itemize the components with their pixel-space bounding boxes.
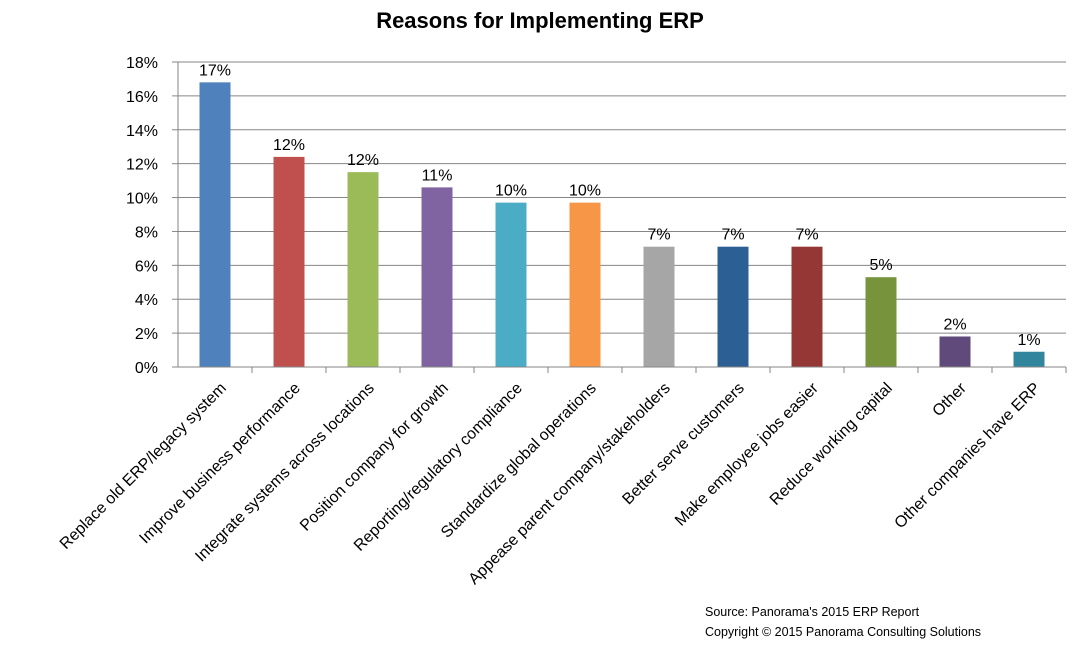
category-label: Make employee jobs easier	[672, 379, 822, 529]
category-label: Reduce working capital	[767, 380, 896, 509]
axes	[172, 61, 1067, 373]
category-label: Other companies have ERP	[892, 380, 1044, 532]
chart-title: Reasons for Implementing ERP	[376, 8, 704, 33]
bar	[865, 277, 897, 367]
data-label: 1%	[1017, 332, 1040, 349]
y-tick-label: 18%	[126, 55, 158, 72]
data-label: 12%	[347, 152, 379, 169]
bar	[791, 246, 823, 367]
category-label: Other	[930, 379, 971, 420]
category-label: Improve business performance	[136, 380, 303, 547]
bar	[569, 202, 601, 367]
bar	[643, 246, 675, 367]
data-label: 7%	[795, 227, 818, 244]
y-tick-label: 10%	[126, 191, 158, 208]
category-label: Better serve customers	[619, 380, 747, 508]
data-label: 2%	[943, 317, 966, 334]
bar	[347, 172, 379, 367]
y-tick-label: 0%	[135, 360, 158, 377]
bar	[1013, 351, 1045, 367]
bar	[421, 187, 453, 367]
category-label: Replace old ERP/legacy system	[57, 380, 230, 553]
bar	[273, 156, 305, 367]
y-tick-label: 14%	[126, 123, 158, 140]
data-label: 7%	[721, 227, 744, 244]
data-label: 12%	[273, 137, 305, 154]
gridlines	[178, 61, 1066, 334]
y-tick-label: 16%	[126, 89, 158, 106]
y-tick-label: 4%	[135, 292, 158, 309]
data-label: 10%	[569, 183, 601, 200]
bar	[495, 202, 527, 367]
data-label: 7%	[647, 227, 670, 244]
data-label: 5%	[869, 257, 892, 274]
y-tick-label: 8%	[135, 224, 158, 241]
y-tick-label: 12%	[126, 157, 158, 174]
source-line: Source: Panorama's 2015 ERP Report	[705, 605, 920, 619]
bar	[939, 336, 971, 367]
bars	[199, 82, 1045, 367]
category-label: Position company for growth	[297, 380, 452, 535]
data-label: 17%	[199, 62, 231, 79]
data-label: 10%	[495, 183, 527, 200]
bar	[717, 246, 749, 367]
copyright-line: Copyright © 2015 Panorama Consulting Sol…	[705, 625, 982, 639]
y-tick-label: 2%	[135, 326, 158, 343]
data-label: 11%	[422, 167, 453, 184]
category-label: Standardize global operations	[438, 380, 600, 542]
source-note: Source: Panorama's 2015 ERP Report Copyr…	[705, 602, 1065, 642]
bar	[199, 82, 231, 367]
y-tick-label: 6%	[135, 258, 158, 275]
